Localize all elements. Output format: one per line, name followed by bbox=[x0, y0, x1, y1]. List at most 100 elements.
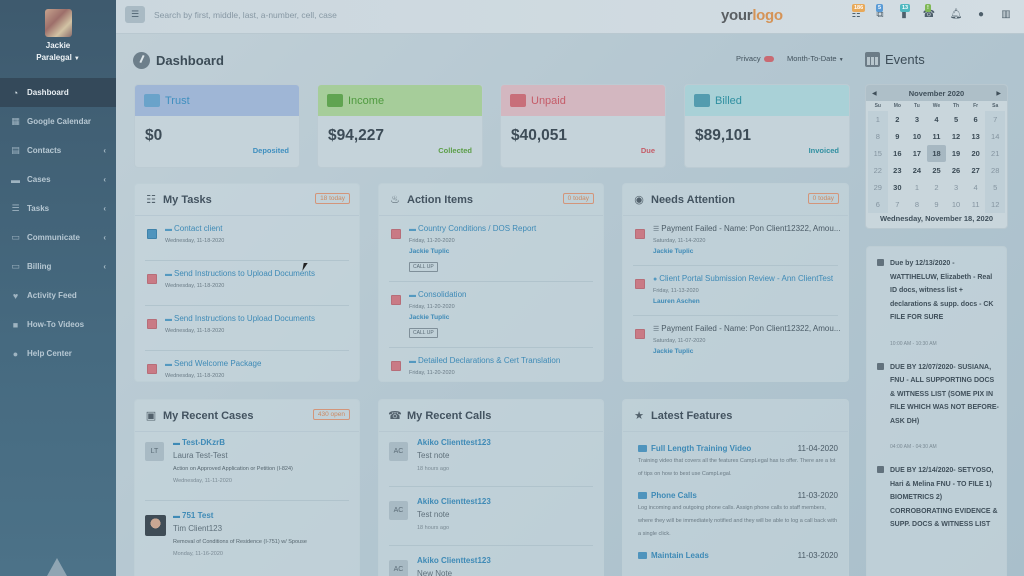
call-up-button[interactable]: CALL UP bbox=[409, 262, 438, 272]
calendar-day[interactable]: 5 bbox=[953, 115, 959, 124]
feature-item[interactable]: Full Length Training Video 11-04-2020 Trai… bbox=[623, 444, 848, 481]
task-item[interactable]: ▬ Contact client Wednesday, 11-18-2020 bbox=[135, 224, 359, 260]
case-item[interactable]: ▬ 751 Test Tim Client123 Removal of Conditi… bbox=[135, 511, 359, 573]
task-title-link[interactable]: ▬ Send Welcome Package bbox=[165, 359, 359, 368]
list-button[interactable]: ▥ bbox=[999, 8, 1013, 22]
period-dropdown[interactable]: Month-To-Date ▼ bbox=[787, 54, 844, 63]
calendar-day[interactable]: 10 bbox=[912, 132, 922, 141]
company-logo[interactable]: yourlogo bbox=[721, 7, 783, 24]
calendar-day[interactable]: 29 bbox=[868, 179, 888, 196]
calendar-day[interactable]: 30 bbox=[893, 183, 902, 192]
attention-title[interactable]: ☰ Payment Failed - Name: Pon Client12322,… bbox=[653, 224, 848, 233]
status-square[interactable] bbox=[635, 279, 645, 289]
caller-link[interactable]: Akiko Clienttest123 bbox=[417, 497, 491, 506]
feature-link[interactable]: Phone Calls bbox=[638, 491, 697, 500]
calendar-day[interactable]: 9 bbox=[934, 200, 939, 209]
prev-month-button[interactable]: ◀ bbox=[872, 90, 877, 97]
action-title-link[interactable]: ▬ Consolidation bbox=[409, 290, 603, 299]
calendar-day[interactable]: 1 bbox=[868, 111, 888, 128]
calendar-day[interactable]: 27 bbox=[971, 166, 980, 175]
calendar-day[interactable]: 18 bbox=[926, 145, 947, 162]
calendar-day[interactable]: 6 bbox=[973, 115, 978, 124]
call-item[interactable]: AC Akiko Clienttest123 Test note 18 hours a… bbox=[379, 497, 603, 545]
calendar-day[interactable]: 20 bbox=[971, 149, 980, 158]
call-up-button[interactable]: CALL UP bbox=[409, 328, 438, 338]
sidebar-item-contacts[interactable]: ▤ Contacts ‹ bbox=[0, 136, 116, 165]
calendar-day[interactable]: 12 bbox=[985, 196, 1005, 213]
calendar-day[interactable]: 12 bbox=[951, 132, 961, 141]
next-month-button[interactable]: ▶ bbox=[996, 90, 1001, 97]
tasks-button[interactable]: ☷ bbox=[849, 8, 863, 22]
action-title-link[interactable]: ▬ Country Conditions / DOS Report bbox=[409, 224, 603, 233]
toggle-switch[interactable] bbox=[763, 55, 774, 62]
open-badge[interactable]: 430 open bbox=[312, 409, 350, 420]
assignee-link[interactable]: Jackie Tuplic bbox=[409, 314, 450, 321]
calendar-day[interactable]: 21 bbox=[985, 145, 1005, 162]
avatar[interactable] bbox=[44, 9, 72, 37]
sidebar-item-dashboard[interactable]: ◔ Dashboard bbox=[0, 78, 116, 107]
sidebar-item-help-center[interactable]: ● Help Center bbox=[0, 339, 116, 368]
case-item[interactable]: LT ▬ Test-DKzrB Laura Test-Test Action on Ap… bbox=[135, 438, 359, 500]
event-item[interactable]: Due by 12/13/2020 - WATTIHELUW, Elizabet… bbox=[877, 257, 1000, 347]
today-badge[interactable]: 18 today bbox=[315, 193, 350, 204]
calendar-day[interactable]: 14 bbox=[985, 128, 1005, 145]
sidebar-item-cases[interactable]: ▬ Cases ‹ bbox=[0, 165, 116, 194]
sidebar-item-tasks[interactable]: ☰ Tasks ‹ bbox=[0, 194, 116, 223]
action-item[interactable]: ▬ Country Conditions / DOS Report Friday, … bbox=[379, 224, 603, 281]
sidebar-item-communicate[interactable]: ▭ Communicate ‹ bbox=[0, 223, 116, 252]
event-item[interactable]: DUE BY 12/07/2020- SUSIANA, FNU - ALL SU… bbox=[877, 361, 1000, 450]
search-input[interactable] bbox=[154, 8, 494, 22]
status-square[interactable] bbox=[635, 229, 645, 239]
sidebar-item-activity-feed[interactable]: ♥ Activity Feed bbox=[0, 281, 116, 310]
calendar-day[interactable]: 4 bbox=[934, 115, 939, 124]
calendar-day[interactable]: 13 bbox=[971, 132, 980, 141]
chat-button[interactable]: ● bbox=[974, 8, 988, 22]
calendar-day[interactable]: 11 bbox=[932, 132, 941, 141]
bell-button[interactable]: 🔔︎ bbox=[949, 8, 963, 22]
calendar-day[interactable]: 22 bbox=[868, 162, 888, 179]
attention-title[interactable]: ● Client Portal Submission Review - Ann C… bbox=[653, 274, 848, 283]
feature-link[interactable]: Maintain Leads bbox=[638, 551, 709, 560]
attention-item[interactable]: ● Client Portal Submission Review - Ann C… bbox=[623, 274, 848, 315]
calendar-day[interactable]: 1 bbox=[914, 183, 919, 192]
calendar-day[interactable]: 16 bbox=[893, 149, 902, 158]
task-checkbox[interactable] bbox=[147, 319, 157, 329]
task-title-link[interactable]: ▬ Contact client bbox=[165, 224, 359, 233]
event-item[interactable]: DUE BY 12/14/2020- SETYOSO, Hari & Melin… bbox=[877, 464, 1000, 532]
sidebar-item-how-to-videos[interactable]: ■ How-To Videos bbox=[0, 310, 116, 339]
task-item[interactable]: ▬ Send Instructions to Upload Documents We… bbox=[135, 269, 359, 305]
status-square[interactable] bbox=[635, 329, 645, 339]
calendar-day[interactable]: 11 bbox=[971, 200, 980, 209]
action-item[interactable]: ▬ Consolidation Friday, 11-20-2020 Jackie T… bbox=[379, 290, 603, 347]
calendar-day[interactable]: 7 bbox=[895, 200, 900, 209]
assignee-link[interactable]: Jackie Tuplic bbox=[653, 348, 694, 355]
task-item[interactable]: ▬ Send Welcome Package Wednesday, 11-18-20… bbox=[135, 359, 359, 381]
caller-link[interactable]: Akiko Clienttest123 bbox=[417, 556, 491, 565]
task-checkbox[interactable] bbox=[147, 274, 157, 284]
calendar-day[interactable]: 25 bbox=[932, 166, 941, 175]
calendar-day[interactable]: 26 bbox=[951, 166, 961, 175]
mobile-button[interactable]: ▮ bbox=[897, 8, 911, 22]
messages-button[interactable]: ⧉ bbox=[873, 8, 887, 22]
feature-link[interactable]: Full Length Training Video bbox=[638, 444, 751, 453]
call-item[interactable]: AC Akiko Clienttest123 New Note bbox=[379, 556, 603, 576]
sidebar-item-billing[interactable]: ▭ Billing ‹ bbox=[0, 252, 116, 281]
status-square[interactable] bbox=[391, 229, 401, 239]
calendar-day[interactable]: 8 bbox=[914, 200, 919, 209]
sidebar-item-google-calendar[interactable]: ▦ Google Calendar bbox=[0, 107, 116, 136]
calendar-day[interactable]: 19 bbox=[951, 149, 961, 158]
calendar-day[interactable]: 17 bbox=[912, 149, 922, 158]
user-role-dropdown[interactable]: Paralegal ▼ bbox=[0, 53, 116, 62]
stat-card-income[interactable]: Income $94,227 Collected bbox=[317, 84, 483, 168]
task-checkbox[interactable] bbox=[147, 229, 157, 239]
task-item[interactable]: ▬ Send Instructions to Upload Documents We… bbox=[135, 314, 359, 350]
task-checkbox[interactable] bbox=[147, 364, 157, 374]
calendar-day[interactable]: 28 bbox=[985, 162, 1005, 179]
calendar-day[interactable]: 10 bbox=[951, 200, 961, 209]
attention-item[interactable]: ☰ Payment Failed - Name: Pon Client12322,… bbox=[623, 324, 848, 365]
stat-card-trust[interactable]: Trust $0 Deposited bbox=[134, 84, 300, 168]
assignee-link[interactable]: Jackie Tuplic bbox=[653, 248, 694, 255]
action-item[interactable]: ▬ Detailed Declarations & Cert Translatio… bbox=[379, 356, 603, 381]
task-title-link[interactable]: ▬ Send Instructions to Upload Documents bbox=[165, 269, 359, 278]
caller-link[interactable]: Akiko Clienttest123 bbox=[417, 438, 491, 447]
